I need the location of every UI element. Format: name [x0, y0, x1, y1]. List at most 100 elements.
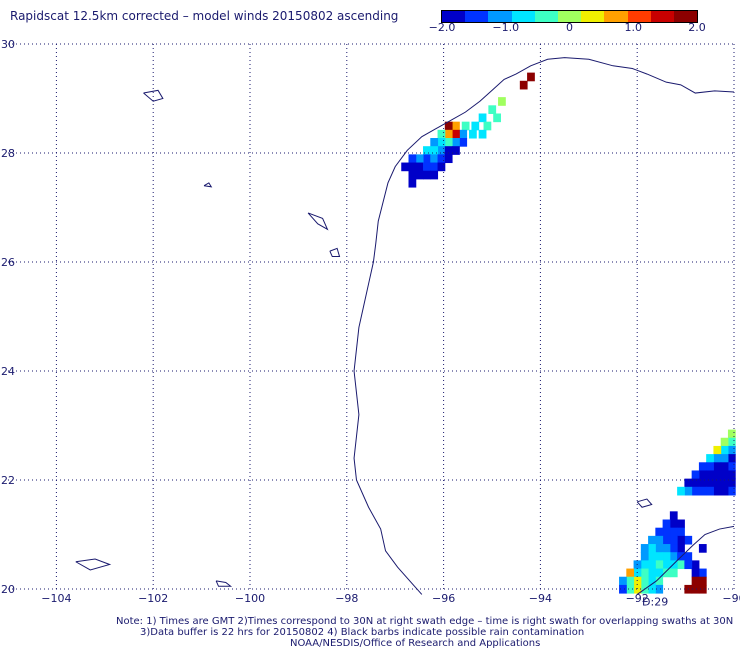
lon-tick-label: −102: [138, 592, 168, 605]
wind-cell: [437, 138, 446, 147]
wind-cell: [727, 486, 736, 496]
wind-cell: [691, 560, 700, 570]
wind-cell: [648, 568, 656, 578]
wind-cell: [655, 535, 664, 545]
wind-cell: [720, 454, 729, 463]
note-line-3: NOAA/NESDIS/Office of Research and Appli…: [290, 638, 541, 649]
wind-cell: [698, 576, 707, 586]
wind-cell: [669, 552, 678, 561]
wind-cell: [459, 129, 468, 139]
wind-cell: [648, 552, 656, 561]
wind-cell: [684, 486, 693, 496]
colorbar-segment: [465, 11, 489, 22]
wind-cell: [706, 478, 714, 488]
wind-cell: [698, 584, 707, 594]
wind-cell: [691, 568, 700, 578]
colorbar-segment: [581, 11, 605, 22]
wind-cell: [698, 462, 707, 471]
wind-cell: [669, 519, 678, 529]
wind-cell: [640, 560, 649, 570]
wind-cell: [640, 544, 649, 553]
wind-cell: [655, 584, 664, 594]
wind-cell: [430, 170, 439, 180]
wind-cell: [727, 445, 736, 455]
wind-cell: [469, 129, 477, 139]
colorbar-segment: [673, 11, 698, 22]
wind-cell: [669, 535, 678, 545]
wind-cell: [706, 462, 714, 471]
colorbar-segment: [627, 11, 651, 22]
wind-cell: [430, 146, 439, 155]
wind-cell: [408, 162, 417, 172]
colorbar-segment: [442, 11, 466, 22]
wind-cell: [423, 162, 431, 172]
wind-cell: [437, 129, 446, 139]
wind-cell: [720, 486, 729, 496]
wind-cell: [483, 121, 492, 131]
wind-cell: [720, 478, 729, 488]
wind-cell: [662, 527, 671, 537]
lake-outline: [307, 212, 329, 231]
wind-cell: [527, 72, 535, 82]
wind-cell: [720, 470, 729, 480]
lake-outline: [636, 498, 653, 508]
wind-cell: [691, 478, 700, 488]
wind-cell: [662, 535, 671, 545]
wind-cell: [444, 146, 453, 155]
wind-cell: [488, 105, 497, 114]
lon-tick-label: −90: [722, 592, 740, 605]
wind-cell: [430, 162, 439, 172]
wind-cell: [437, 162, 446, 172]
colorbar-tick-label: −2.0: [428, 21, 456, 34]
wind-cell: [677, 560, 685, 570]
note-line-1: Note: 1) Times are GMT 2)Times correspon…: [116, 616, 734, 627]
wind-cell: [720, 445, 729, 455]
wind-cells: [401, 72, 736, 594]
wind-cell: [698, 478, 707, 488]
wind-cell: [677, 519, 685, 529]
wind-cell: [478, 113, 487, 123]
wind-cell: [493, 113, 501, 123]
wind-cell: [655, 560, 664, 570]
wind-cell: [655, 544, 664, 553]
colorbar-tick-label: 2.0: [688, 21, 706, 34]
lake-outline: [329, 247, 341, 258]
wind-cell: [655, 576, 664, 586]
colorbar-tick-label: −1.0: [492, 21, 520, 34]
colorbar-segment: [557, 11, 582, 22]
wind-cell: [662, 519, 671, 529]
wind-cell: [640, 576, 649, 586]
wind-cell: [648, 584, 656, 594]
wind-cell: [669, 560, 678, 570]
wind-cell: [471, 121, 480, 131]
wind-cell: [423, 170, 431, 180]
colorbar-segment: [534, 11, 558, 22]
lat-tick-label: 24: [1, 365, 15, 378]
wind-cell: [691, 584, 700, 594]
wind-cell: [691, 470, 700, 480]
lon-tick-label: −104: [41, 592, 71, 605]
wind-cell: [655, 568, 664, 578]
wind-cell: [669, 544, 678, 553]
wind-cell: [662, 544, 671, 553]
lat-tick-label: 22: [1, 474, 15, 487]
wind-cell: [655, 552, 664, 561]
wind-cell: [684, 552, 693, 561]
wind-cell: [677, 535, 685, 545]
gulf-coastline: [353, 57, 735, 595]
wind-cell: [727, 429, 736, 439]
wind-cell: [698, 470, 707, 480]
wind-cell: [459, 138, 468, 147]
wind-cell: [706, 470, 714, 480]
colorbar: [441, 10, 698, 23]
wind-cell: [698, 544, 707, 553]
wind-cell: [430, 154, 439, 164]
lat-tick-label: 28: [1, 147, 15, 160]
wind-cell: [444, 121, 453, 131]
wind-cell: [640, 568, 649, 578]
wind-cell: [430, 138, 439, 147]
wind-cell: [437, 146, 446, 155]
wind-cell: [706, 486, 714, 496]
wind-cell: [720, 462, 729, 471]
wind-cell: [648, 535, 656, 545]
